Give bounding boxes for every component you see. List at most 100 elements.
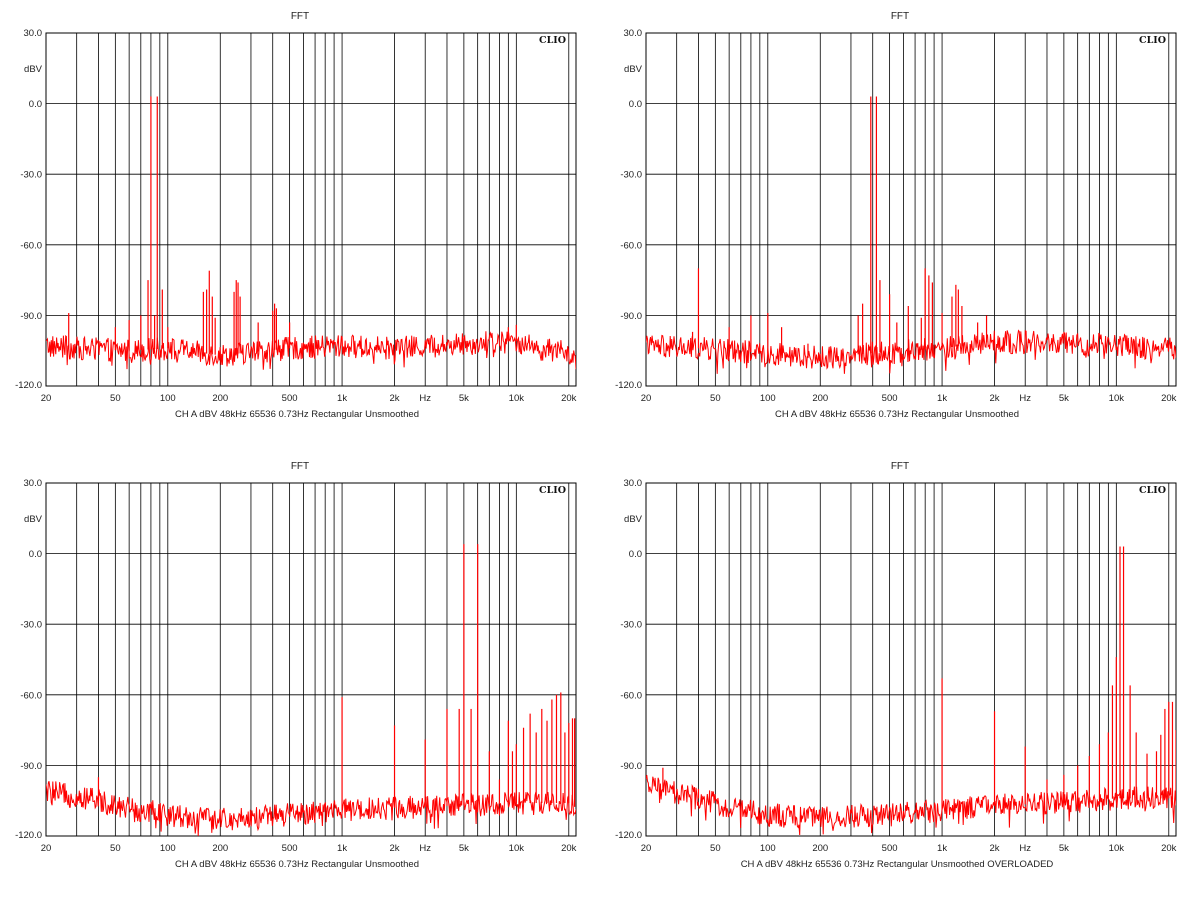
chart2-footer: CH A dBV 48kHz 65536 0.73Hz Rectangular … [775,409,1019,420]
chart2-grid [645,33,1176,386]
chart4-footer: CH A dBV 48kHz 65536 0.73Hz Rectangular … [741,859,1054,870]
chart4-title: FFT [891,461,909,472]
chart3-noise-floor [46,781,576,836]
chart2-xtick-label: 20 [641,393,652,404]
chart3-ytick-label: 0.0 [29,549,42,560]
chart1-title: FFT [291,11,309,22]
chart1-xtick-label: 100 [160,393,176,404]
chart3-ytick-label: -90.0 [20,761,42,772]
chart4-ytick-label: 30.0 [624,478,643,489]
chart4-xtick-label: 20k [1161,843,1177,854]
chart4-xtick-label: 50 [710,843,721,854]
chart2-xtick-label: 100 [760,393,776,404]
chart3-xtick-label: 1k [337,843,347,854]
chart2-ytick-label: -30.0 [620,170,642,181]
fft-chart-4: FFT CLIO 30.0 dBV 0.0 -30.0 -60.0 -90.0 -120.0 20… [600,450,1200,900]
chart4-ytick-label: -30.0 [620,620,642,631]
chart3-xtick-label: 20k [561,843,577,854]
chart2-plot-area [645,32,1177,387]
chart4-xtick-label: 100 [760,843,776,854]
chart1-ytick-label: -30.0 [20,170,42,181]
chart4-plot-area [645,482,1177,837]
chart4-xtick-label: 20 [641,843,652,854]
chart2-ytick-label: 30.0 [624,28,643,39]
chart4-xtick-label: 500 [882,843,898,854]
chart2-ytick-label: -90.0 [620,311,642,322]
chart3-xtick-label: 2k [390,843,400,854]
chart4-xtick-label: 10k [1109,843,1125,854]
chart4-ytick-label: -60.0 [620,690,642,701]
chart2-ytick-label: 0.0 [629,99,642,110]
chart1-xtick-label: 1k [337,393,347,404]
chart3-xlabel: Hz [419,843,431,854]
chart1-xtick-label: 2k [390,393,400,404]
chart1-xtick-label: 50 [110,393,121,404]
chart3-ylabel: dBV [24,514,43,525]
chart3-xtick-label: 20 [41,843,52,854]
chart4-logo: CLIO [1139,485,1166,496]
chart1-xtick-label: 5k [459,393,469,404]
chart2-svg: FFT CLIO 30.0 dBV 0.0 -30.0 -60.0 -90.0 -120.0 20… [615,11,1177,420]
chart3-xtick-label: 5k [459,843,469,854]
chart4-svg: FFT CLIO 30.0 dBV 0.0 -30.0 -60.0 -90.0 -120.0 20… [615,461,1177,870]
chart1-ytick-label: 30.0 [24,28,43,39]
chart2-xlabel: Hz [1019,393,1031,404]
chart4-xtick-label: 200 [812,843,828,854]
chart4-ytick-label: 0.0 [629,549,642,560]
chart4-ytick-label: -90.0 [620,761,642,772]
chart1-plot-area [45,32,577,387]
chart3-ytick-label: -120.0 [15,830,42,841]
chart2-ytick-label: -60.0 [620,240,642,251]
chart3-xtick-label: 50 [110,843,121,854]
chart2-title: FFT [891,11,909,22]
chart3-ytick-label: -60.0 [20,690,42,701]
chart3-logo: CLIO [539,485,566,496]
chart3-xtick-label: 200 [212,843,228,854]
chart1-ytick-label: 0.0 [29,99,42,110]
chart2-xtick-label: 20k [1161,393,1177,404]
chart4-xtick-label: 2k [990,843,1000,854]
fft-chart-3: FFT CLIO 30.0 dBV 0.0 -30.0 -60.0 -90.0 -120.0 20… [0,450,600,900]
chart4-xlabel: Hz [1019,843,1031,854]
chart2-xtick-label: 5k [1059,393,1069,404]
chart1-xtick-label: 20 [41,393,52,404]
chart3-footer: CH A dBV 48kHz 65536 0.73Hz Rectangular … [175,859,419,870]
chart2-xtick-label: 50 [710,393,721,404]
chart1-ytick-label: -120.0 [15,380,42,391]
chart3-xtick-label: 10k [509,843,525,854]
chart1-spectrum-trace [46,96,576,370]
chart2-xtick-label: 500 [882,393,898,404]
chart2-spectrum-trace [646,96,1176,374]
chart1-logo: CLIO [539,35,566,46]
chart3-spectrum-trace [46,544,576,836]
chart3-ytick-label: 30.0 [24,478,43,489]
chart1-ytick-label: -60.0 [20,240,42,251]
chart1-footer: CH A dBV 48kHz 65536 0.73Hz Rectangular … [175,409,419,420]
chart4-ylabel: dBV [624,514,643,525]
chart1-xtick-label: 20k [561,393,577,404]
chart4-ytick-label: -120.0 [615,830,642,841]
chart2-xtick-label: 10k [1109,393,1125,404]
chart4-xtick-label: 5k [1059,843,1069,854]
chart2-ytick-label: -120.0 [615,380,642,391]
chart2-ylabel: dBV [624,64,643,75]
chart1-xtick-label: 500 [282,393,298,404]
chart1-xtick-label: 10k [509,393,525,404]
chart2-xtick-label: 200 [812,393,828,404]
fft-chart-1: FFT CLIO 30.0 dBV 0.0 -30.0 -60.0 -90.0 -120.0 20… [0,0,600,450]
chart3-ytick-label: -30.0 [20,620,42,631]
chart4-noise-floor [646,774,1176,836]
chart3-title: FFT [291,461,309,472]
chart2-logo: CLIO [1139,35,1166,46]
chart2-xtick-label: 2k [990,393,1000,404]
fft-chart-2: FFT CLIO 30.0 dBV 0.0 -30.0 -60.0 -90.0 -120.0 20… [600,0,1200,450]
chart1-noise-floor [46,331,576,370]
chart3-plot-area [45,482,577,837]
chart1-svg: FFT CLIO 30.0 dBV 0.0 -30.0 -60.0 -90.0 -120.0 20… [15,11,577,420]
chart3-xtick-label: 100 [160,843,176,854]
chart2-noise-floor [646,329,1176,374]
chart1-xtick-label: 200 [212,393,228,404]
chart4-xtick-label: 1k [937,843,947,854]
chart1-grid [45,33,576,386]
chart1-xlabel: Hz [419,393,431,404]
